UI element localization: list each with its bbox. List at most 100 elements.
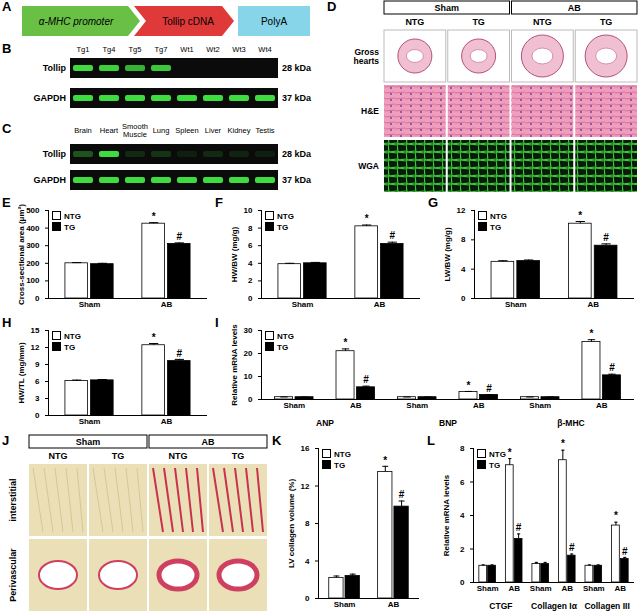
svg-text:GAPDH: GAPDH (33, 93, 66, 103)
svg-text:#: # (622, 546, 628, 557)
svg-text:300: 300 (26, 241, 40, 250)
svg-text:Testis: Testis (255, 126, 274, 135)
svg-text:Sham: Sham (79, 300, 101, 309)
svg-text:TG: TG (472, 17, 485, 27)
svg-text:Spleen: Spleen (175, 126, 198, 135)
svg-text:LW/BW (mg/g): LW/BW (mg/g) (443, 227, 452, 282)
svg-text:GAPDH: GAPDH (33, 175, 66, 185)
svg-text:Sham: Sham (283, 401, 305, 410)
svg-text:BNP: BNP (439, 418, 457, 428)
svg-text:Collagen III: Collagen III (584, 601, 629, 611)
svg-text:Wt4: Wt4 (258, 45, 271, 54)
svg-text:#: # (516, 522, 522, 533)
svg-text:AB: AB (615, 584, 627, 593)
svg-text:Sham: Sham (334, 600, 356, 609)
svg-text:H&E: H&E (361, 106, 379, 116)
svg-text:20: 20 (244, 349, 253, 358)
svg-text:Cross-sectional area (μm²): Cross-sectional area (μm²) (17, 204, 26, 305)
svg-text:NTG: NTG (49, 451, 68, 461)
svg-text:*: * (383, 455, 387, 466)
svg-text:HW/TL (mg/mm): HW/TL (mg/mm) (17, 342, 26, 404)
svg-text:8: 8 (248, 224, 253, 233)
svg-text:WGA: WGA (358, 161, 379, 171)
svg-text:6: 6 (35, 377, 40, 386)
svg-text:*: * (508, 447, 512, 458)
svg-text:ANP: ANP (316, 418, 334, 428)
svg-text:Sham: Sham (583, 584, 605, 593)
svg-text:9: 9 (35, 360, 40, 369)
svg-text:12: 12 (457, 206, 466, 215)
svg-text:HW/BW (mg/g): HW/BW (mg/g) (230, 226, 239, 282)
svg-text:SmoothMuscle: SmoothMuscle (122, 122, 148, 139)
svg-text:Perivascular: Perivascular (8, 548, 18, 602)
svg-text:LV collagen volume (%): LV collagen volume (%) (287, 479, 296, 569)
svg-text:8: 8 (305, 519, 310, 528)
svg-text:Sham: Sham (292, 300, 314, 309)
svg-text:0: 0 (461, 294, 466, 303)
svg-text:Sham: Sham (505, 300, 527, 309)
svg-text:6: 6 (460, 478, 465, 487)
svg-text:Sham: Sham (477, 584, 499, 593)
svg-text:*: * (467, 380, 471, 391)
svg-text:Wt2: Wt2 (206, 45, 219, 54)
svg-text:AB: AB (568, 3, 581, 13)
svg-text:Sham: Sham (76, 437, 101, 447)
svg-text:Tg5: Tg5 (129, 45, 142, 54)
svg-text:0: 0 (35, 411, 40, 420)
svg-text:Tollip: Tollip (43, 63, 67, 73)
svg-text:AB: AB (350, 401, 362, 410)
svg-text:Relative mRNA levels: Relative mRNA levels (442, 474, 451, 556)
svg-text:12: 12 (301, 482, 310, 491)
svg-text:TG: TG (600, 17, 613, 27)
svg-text:0: 0 (460, 578, 465, 587)
svg-text:CTGF: CTGF (489, 601, 512, 611)
svg-text:Tollip cDNA: Tollip cDNA (162, 16, 214, 27)
svg-text:*: * (578, 210, 582, 221)
svg-text:Sham: Sham (530, 584, 552, 593)
svg-text:Grosshearts: Grosshearts (353, 47, 379, 66)
svg-text:Tg7: Tg7 (155, 45, 168, 54)
svg-text:*: * (614, 510, 618, 521)
svg-text:AB: AB (388, 600, 400, 609)
svg-text:AB: AB (161, 300, 173, 309)
svg-text:12: 12 (31, 343, 40, 352)
svg-text:4: 4 (461, 265, 466, 274)
svg-text:Sham: Sham (406, 401, 428, 410)
svg-text:β-MHC: β-MHC (557, 418, 584, 428)
svg-text:Sham: Sham (529, 401, 551, 410)
svg-text:8: 8 (460, 444, 465, 453)
svg-text:15: 15 (31, 326, 40, 335)
svg-text:*: * (152, 332, 156, 343)
svg-text:NTG: NTG (405, 17, 424, 27)
svg-text:NTG: NTG (169, 451, 188, 461)
svg-text:AB: AB (596, 401, 608, 410)
svg-text:#: # (603, 232, 609, 243)
svg-text:#: # (486, 383, 492, 394)
svg-text:100: 100 (26, 276, 40, 285)
svg-text:Tg1: Tg1 (77, 45, 90, 54)
svg-text:0: 0 (305, 594, 310, 603)
svg-text:TG: TG (112, 451, 125, 461)
svg-text:#: # (399, 489, 405, 500)
svg-text:Liver: Liver (205, 126, 222, 135)
svg-text:Kidney: Kidney (228, 126, 251, 135)
svg-text:#: # (363, 374, 369, 385)
svg-text:16: 16 (301, 444, 310, 453)
svg-text:Sham: Sham (79, 417, 101, 426)
svg-text:4: 4 (305, 557, 310, 566)
svg-text:Tg4: Tg4 (103, 45, 116, 54)
svg-text:#: # (609, 362, 615, 373)
svg-text:400: 400 (26, 224, 40, 233)
svg-text:AB: AB (508, 584, 520, 593)
svg-text:AB: AB (374, 300, 386, 309)
svg-text:Brain: Brain (74, 126, 92, 135)
svg-text:37 kDa: 37 kDa (282, 175, 312, 185)
svg-text:α-MHC promoter: α-MHC promoter (39, 16, 114, 27)
svg-text:Wt3: Wt3 (232, 45, 245, 54)
svg-text:2: 2 (460, 545, 465, 554)
svg-text:*: * (590, 328, 594, 339)
svg-text:AB: AB (202, 437, 215, 447)
svg-text:Tollip: Tollip (43, 149, 67, 159)
svg-text:#: # (177, 348, 183, 359)
svg-text:8: 8 (461, 235, 466, 244)
